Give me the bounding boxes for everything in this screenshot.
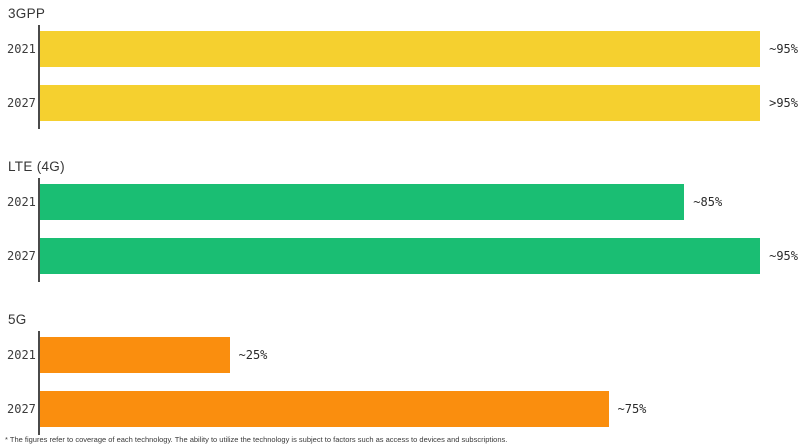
chart-footnote: * The figures refer to coverage of each … — [5, 435, 508, 444]
value-label: ~25% — [238, 348, 268, 362]
year-label: 2021 — [7, 42, 36, 56]
value-label: ~95% — [769, 42, 798, 56]
bar-row-3gpp-2021: 2021 ~95% — [7, 31, 798, 67]
group-title-5g: 5G — [8, 312, 27, 327]
chart-groups: 3GPP 2021 ~95% 2027 >95% LTE (4G) 2021 ~85% 2027… — [0, 6, 800, 435]
value-label: ~85% — [693, 195, 723, 209]
axis-area-5g: 2021 ~25% 2027 ~75% — [7, 331, 798, 435]
bar-row-lte-4g-2027: 2027 ~95% — [7, 238, 798, 274]
group-title-3gpp: 3GPP — [8, 6, 46, 21]
bar-5g-2027 — [40, 391, 609, 427]
value-label: >95% — [769, 96, 798, 110]
bar-lte-4g-2021 — [40, 184, 685, 220]
bar-row-lte-4g-2021: 2021 ~85% — [7, 184, 798, 220]
year-label: 2027 — [7, 249, 36, 263]
bar-3gpp-2027 — [40, 85, 761, 121]
bar-row-3gpp-2027: 2027 >95% — [7, 85, 798, 121]
year-label: 2027 — [7, 402, 36, 416]
group-lte-4g: LTE (4G) 2021 ~85% 2027 ~95% — [0, 159, 800, 282]
axis-area-lte-4g: 2021 ~85% 2027 ~95% — [7, 178, 798, 282]
axis-area-3gpp: 2021 ~95% 2027 >95% — [7, 25, 798, 129]
bar-3gpp-2021 — [40, 31, 761, 67]
bar-5g-2021 — [40, 337, 230, 373]
value-label: ~95% — [769, 249, 798, 263]
group-3gpp: 3GPP 2021 ~95% 2027 >95% — [0, 6, 800, 129]
year-label: 2021 — [7, 195, 36, 209]
bar-lte-4g-2027 — [40, 238, 761, 274]
year-label: 2021 — [7, 348, 36, 362]
bar-row-5g-2021: 2021 ~25% — [7, 337, 798, 373]
bar-row-5g-2027: 2027 ~75% — [7, 391, 798, 427]
group-5g: 5G 2021 ~25% 2027 ~75% — [0, 312, 800, 435]
year-label: 2027 — [7, 96, 36, 110]
group-title-lte-4g: LTE (4G) — [8, 159, 65, 174]
value-label: ~75% — [617, 402, 647, 416]
